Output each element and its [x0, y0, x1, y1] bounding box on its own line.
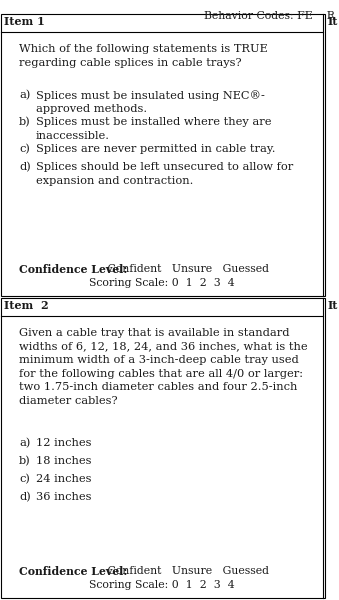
Text: Splices are never permitted in cable tray.: Splices are never permitted in cable tra…	[36, 144, 276, 154]
Text: It: It	[328, 300, 338, 311]
Text: Confident   Unsure   Guessed: Confident Unsure Guessed	[104, 566, 269, 576]
Text: Confidence Level:: Confidence Level:	[19, 566, 127, 577]
Text: It: It	[328, 16, 338, 27]
Text: Splices should be left unsecured to allow for
expansion and contraction.: Splices should be left unsecured to allo…	[36, 162, 293, 185]
Text: c): c)	[19, 144, 30, 154]
Text: a): a)	[19, 438, 31, 448]
Text: b): b)	[19, 117, 31, 127]
Text: 12 inches: 12 inches	[36, 438, 92, 448]
Bar	[1, 14, 325, 296]
Text: Splices must be insulated using NEC®-
approved methods.: Splices must be insulated using NEC®- ap…	[36, 90, 265, 115]
Text: d): d)	[19, 162, 31, 172]
Text: Item  2: Item 2	[4, 300, 48, 311]
Text: a): a)	[19, 90, 31, 100]
Text: Confident   Unsure   Guessed: Confident Unsure Guessed	[104, 264, 269, 274]
Text: c): c)	[19, 474, 30, 484]
Text: Which of the following statements is TRUE
regarding cable splices in cable trays: Which of the following statements is TRU…	[19, 44, 268, 68]
Text: Scoring Scale: 0  1  2  3  4: Scoring Scale: 0 1 2 3 4	[89, 278, 235, 288]
Text: Behavior Codes: FE    R: Behavior Codes: FE R	[204, 11, 335, 21]
Text: 18 inches: 18 inches	[36, 456, 92, 466]
Text: d): d)	[19, 492, 31, 502]
Text: Item 1: Item 1	[4, 16, 45, 27]
Text: Splices must be installed where they are
inaccessible.: Splices must be installed where they are…	[36, 117, 272, 140]
Text: 24 inches: 24 inches	[36, 474, 92, 484]
Text: b): b)	[19, 456, 31, 466]
Text: Scoring Scale: 0  1  2  3  4: Scoring Scale: 0 1 2 3 4	[89, 580, 235, 590]
Bar	[1, 298, 325, 598]
Text: 36 inches: 36 inches	[36, 492, 92, 502]
Text: Given a cable tray that is available in standard
widths of 6, 12, 18, 24, and 36: Given a cable tray that is available in …	[19, 328, 307, 406]
Text: Confidence Level:: Confidence Level:	[19, 264, 127, 275]
